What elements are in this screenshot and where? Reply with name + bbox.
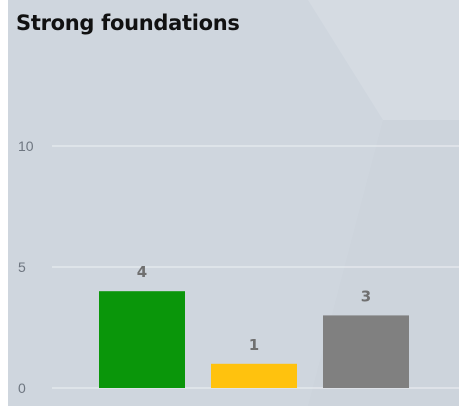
bar-2 <box>211 363 297 388</box>
bar-value-label-2: 1 <box>249 336 259 354</box>
bars <box>99 291 409 388</box>
y-tick-label: 0 <box>18 380 26 396</box>
chart-panel: Strong foundations 0 5 10 4 1 3 <box>8 0 459 406</box>
y-tick-label: 5 <box>18 259 26 275</box>
chart-title: Strong foundations <box>16 11 240 35</box>
bar-chart: 0 5 10 4 1 3 <box>18 138 459 396</box>
data-labels: 4 1 3 <box>137 263 371 354</box>
bar-3 <box>323 315 409 388</box>
bar-value-label-3: 3 <box>361 287 371 305</box>
y-axis-ticks: 0 5 10 <box>18 138 34 396</box>
bar-value-label-1: 4 <box>137 263 147 281</box>
bar-1 <box>99 291 185 388</box>
y-tick-label: 10 <box>18 138 34 154</box>
